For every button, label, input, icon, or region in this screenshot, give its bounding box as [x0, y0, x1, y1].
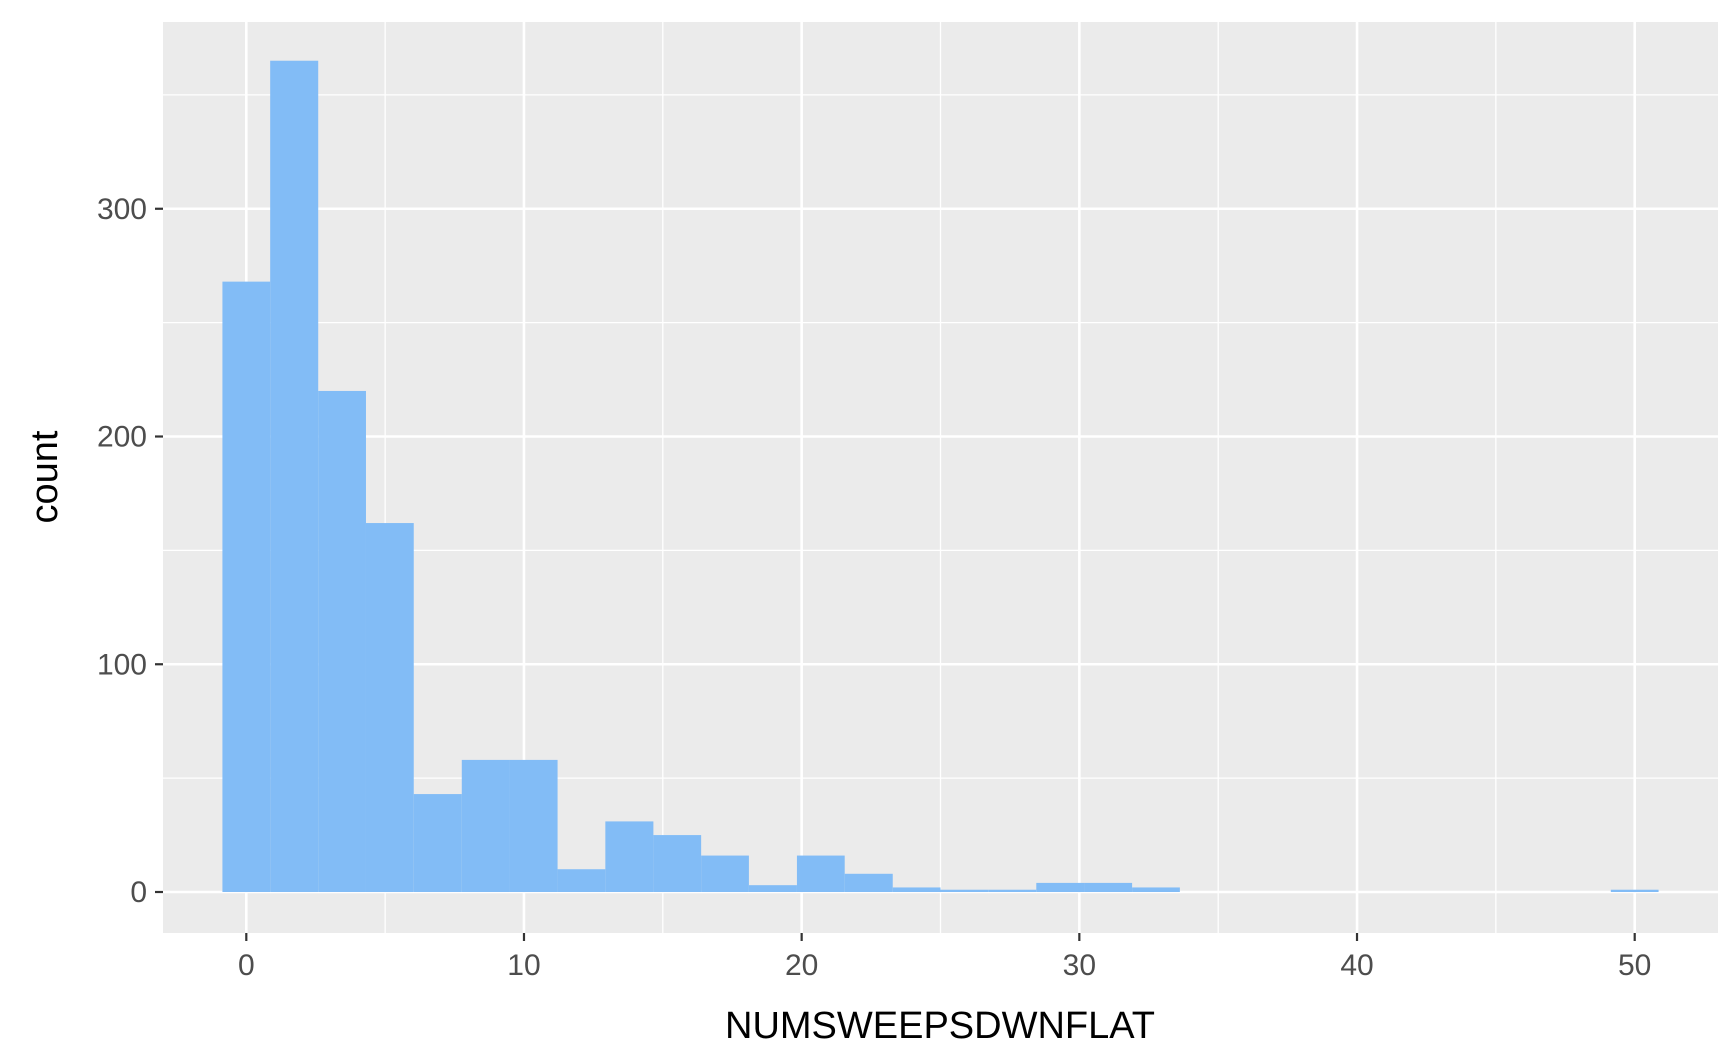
x-tick-label: 0: [238, 949, 255, 982]
y-tick-label: 0: [130, 876, 147, 909]
histogram-bar: [653, 835, 702, 893]
histogram-bar: [318, 390, 366, 893]
x-tick-label: 10: [507, 949, 540, 982]
histogram-bar: [509, 759, 558, 893]
histogram-bar: [892, 887, 941, 893]
histogram-bar: [748, 885, 797, 893]
histogram-bars: [222, 60, 1659, 893]
x-tick-label: 50: [1618, 949, 1651, 982]
histogram-bar: [988, 889, 1037, 893]
histogram-bar: [1084, 882, 1133, 893]
minor-grid: [163, 22, 1718, 933]
y-tick-label: 100: [97, 648, 147, 681]
histogram-bar: [940, 889, 989, 893]
histogram-bar: [222, 281, 271, 893]
histogram-bar: [1610, 889, 1659, 893]
histogram-bar: [557, 869, 606, 893]
histogram-bar: [605, 821, 654, 893]
x-tick-label: 20: [785, 949, 818, 982]
y-tick-label: 300: [97, 193, 147, 226]
histogram-bar: [413, 794, 462, 893]
x-tick-label: 40: [1340, 949, 1373, 982]
histogram-bar: [365, 523, 414, 893]
x-axis: 0 10 20 30 40 50: [238, 933, 1651, 982]
x-tick-label: 30: [1063, 949, 1096, 982]
y-axis: 0 100 200 300: [97, 193, 163, 909]
histogram-bar: [270, 60, 319, 893]
x-axis-title: NUMSWEEPSDWNFLAT: [725, 1005, 1155, 1047]
histogram-bar: [1036, 882, 1085, 893]
histogram-bar: [844, 873, 893, 893]
histogram-bar: [796, 855, 845, 893]
y-axis-title: count: [24, 430, 66, 523]
histogram-bar: [701, 855, 749, 893]
histogram-bar: [1132, 887, 1180, 893]
histogram-bar: [461, 759, 510, 893]
y-tick-label: 200: [97, 421, 147, 454]
